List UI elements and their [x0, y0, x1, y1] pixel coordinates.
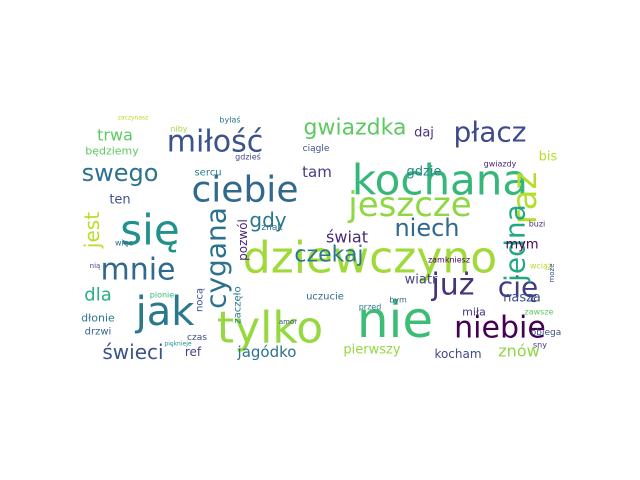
word: sercu — [194, 168, 221, 179]
word: zaczęło — [233, 286, 244, 323]
word: może — [548, 263, 556, 282]
word: ciągle — [303, 144, 330, 154]
word: gdy — [249, 208, 286, 232]
word: nie — [357, 291, 433, 349]
word: gdzieś — [235, 152, 261, 162]
word: czekaj — [294, 243, 363, 268]
word: niby — [170, 125, 187, 134]
word: swego — [82, 159, 159, 187]
word: ref — [185, 345, 202, 359]
word: drzwi — [85, 327, 112, 338]
word: trwa — [97, 126, 133, 145]
word: pionie — [150, 291, 174, 300]
word: tam — [302, 163, 332, 181]
word: obiega — [531, 328, 562, 338]
word: wciąż — [530, 262, 552, 271]
word: wiatr — [405, 273, 438, 288]
word: pięknieje — [164, 341, 191, 348]
word: tylko — [217, 303, 323, 354]
word: sny — [533, 341, 547, 350]
word: bym — [389, 296, 407, 305]
word: jagódko — [237, 343, 297, 361]
word: dłonie — [81, 312, 115, 325]
word: mnie — [100, 253, 175, 288]
word: mym — [505, 238, 538, 253]
word: świeci — [102, 340, 163, 364]
word: zamkniesz — [428, 256, 470, 265]
word: ciebie — [192, 170, 299, 211]
word: gwiazdy — [484, 160, 517, 169]
word: więc — [115, 239, 133, 248]
word: uczucie — [306, 292, 344, 303]
word: amor — [279, 318, 297, 326]
word: cię — [498, 271, 538, 304]
word: jest — [80, 212, 104, 249]
word: cygana — [200, 207, 233, 309]
word: ten — [109, 193, 130, 208]
word: zawsze — [525, 308, 554, 317]
word: już — [430, 268, 474, 303]
word: pierwszy — [343, 343, 400, 358]
word: miła — [462, 306, 486, 319]
word: dla — [84, 285, 111, 306]
word: nią — [90, 262, 101, 270]
word: gwiazdka — [304, 116, 407, 141]
word: kocham — [434, 347, 481, 361]
word: niech — [394, 214, 459, 242]
word: świat — [326, 228, 368, 247]
word: jak — [135, 289, 196, 335]
word: byłaś — [219, 115, 240, 125]
word: jedna — [499, 204, 532, 283]
word: znak — [261, 223, 283, 233]
word: czas — [187, 333, 207, 343]
word: nasza — [503, 291, 541, 306]
word: buzi — [529, 220, 546, 229]
word: jeszcze — [347, 185, 471, 225]
word: płacz — [454, 116, 527, 149]
word: się — [120, 206, 179, 255]
word: znów — [498, 342, 539, 361]
word: zaczynasz — [118, 115, 149, 122]
word: przed — [359, 303, 382, 312]
word: nocą — [195, 288, 206, 312]
word: dziewczyno — [243, 233, 497, 284]
word: daj — [414, 126, 434, 141]
word: kochana — [352, 156, 528, 205]
word: raz — [505, 172, 545, 225]
cloud-area — [80, 112, 560, 368]
word: pozwól — [236, 219, 250, 261]
word: będziemy — [85, 145, 139, 158]
word: miłość — [167, 125, 264, 160]
word: niebie — [454, 311, 546, 346]
word: gdzie — [407, 165, 442, 180]
word: bis — [539, 150, 558, 165]
